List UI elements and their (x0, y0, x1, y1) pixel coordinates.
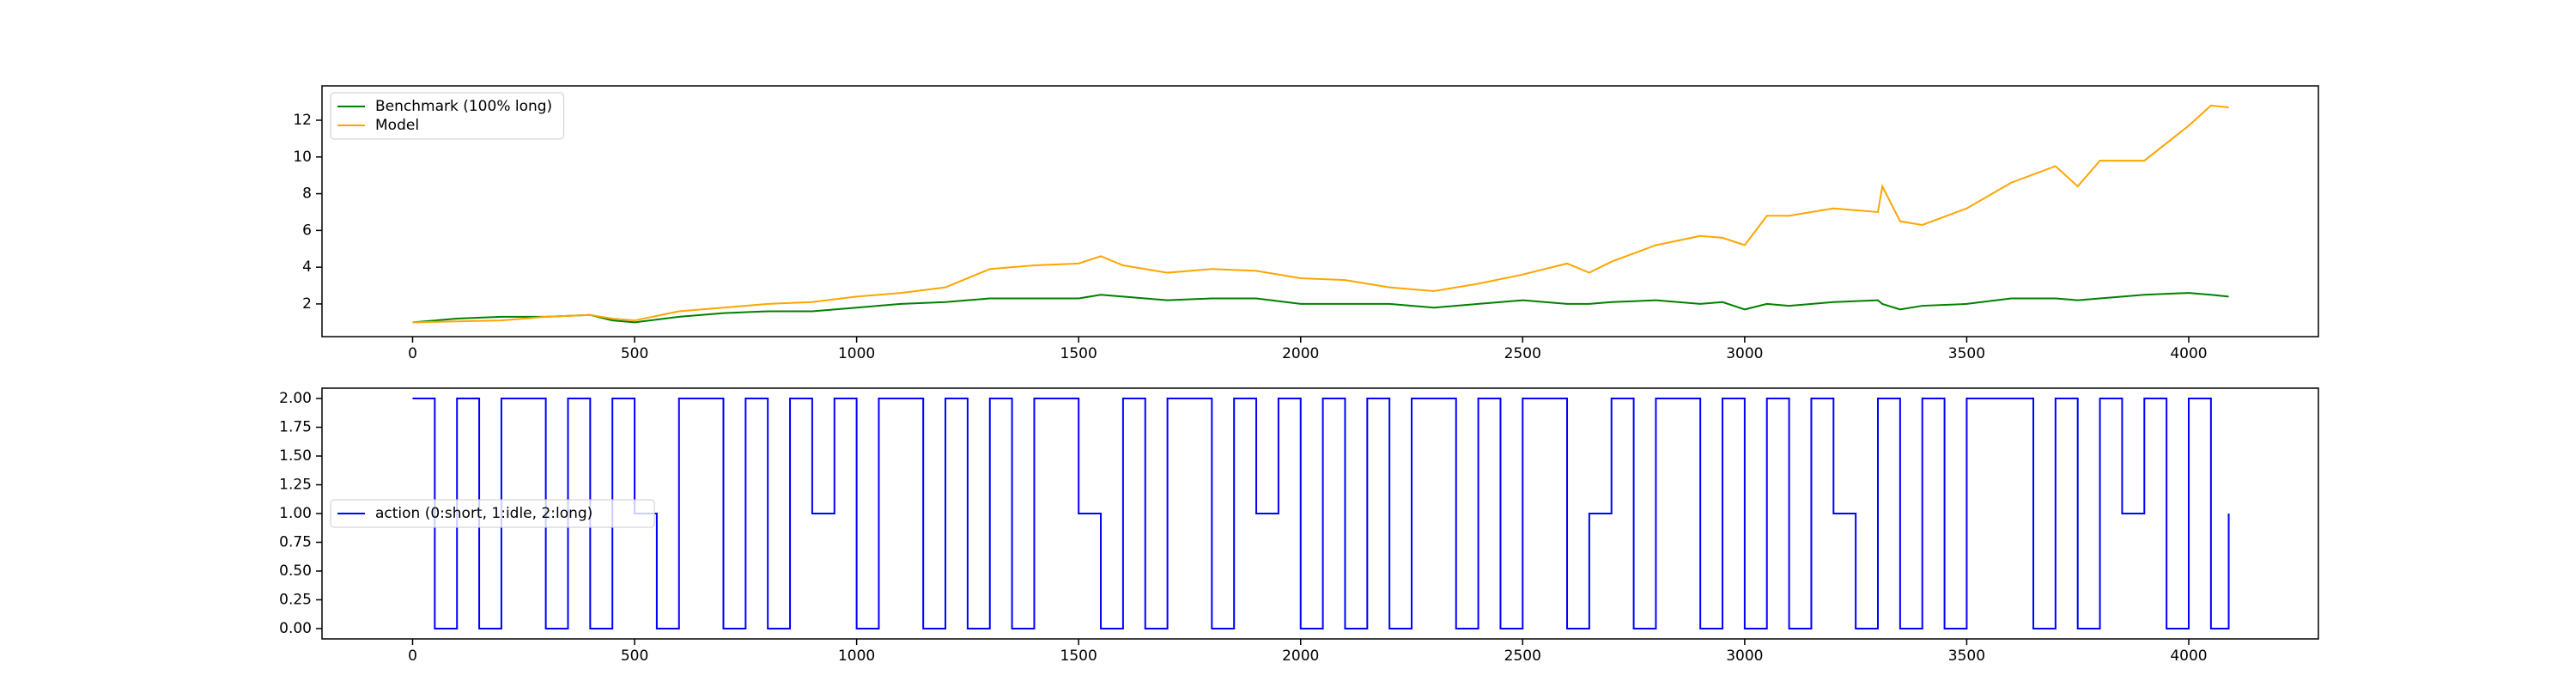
legend-box (330, 499, 655, 528)
x-tick-label: 1000 (838, 647, 875, 665)
x-tick-label: 500 (621, 345, 648, 362)
y-tick-label: 1.75 (279, 419, 312, 436)
y-tick-label: 0.00 (279, 620, 312, 637)
y-tick-label: 0.50 (279, 562, 312, 580)
x-tick-label: 3000 (1726, 345, 1763, 362)
y-tick-label: 1.25 (279, 477, 312, 494)
legend-label: Model (375, 117, 419, 134)
data-line (412, 398, 2230, 629)
y-tick-label: 4 (302, 258, 312, 276)
y-tick-label: 1.00 (279, 505, 312, 522)
x-tick-label: 2000 (1282, 647, 1319, 665)
y-tick-label: 0.75 (279, 533, 312, 550)
x-tick-label: 0 (408, 647, 417, 665)
x-tick-label: 500 (621, 647, 648, 665)
x-tick-label: 1500 (1060, 647, 1097, 665)
legend-label: action (0:short, 1:idle, 2:long) (375, 505, 592, 522)
x-tick-label: 2000 (1282, 345, 1319, 362)
y-tick-label: 12 (293, 112, 312, 129)
x-tick-label: 4000 (2170, 647, 2207, 665)
x-tick-label: 4000 (2170, 345, 2207, 362)
y-tick-label: 2.00 (279, 390, 312, 407)
x-tick-label: 3000 (1726, 647, 1763, 665)
x-tick-label: 3500 (1948, 647, 1985, 665)
data-line (412, 104, 2229, 324)
x-tick-label: 2500 (1504, 345, 1541, 362)
x-tick-label: 1500 (1060, 345, 1097, 362)
legend-box (330, 92, 565, 140)
y-tick-label: 0.25 (279, 591, 312, 608)
x-tick-label: 0 (408, 345, 417, 362)
x-tick-label: 3500 (1948, 345, 1985, 362)
data-line (412, 292, 2229, 324)
y-tick-label: 6 (302, 222, 312, 239)
y-tick-label: 10 (293, 149, 312, 166)
y-tick-label: 8 (302, 185, 312, 203)
x-tick-label: 2500 (1504, 647, 1541, 665)
x-tick-label: 1000 (838, 345, 875, 362)
y-tick-label: 2 (302, 295, 312, 313)
axes-frame (321, 85, 2319, 337)
y-tick-label: 1.50 (279, 447, 312, 465)
legend-label: Benchmark (100% long) (375, 98, 552, 115)
